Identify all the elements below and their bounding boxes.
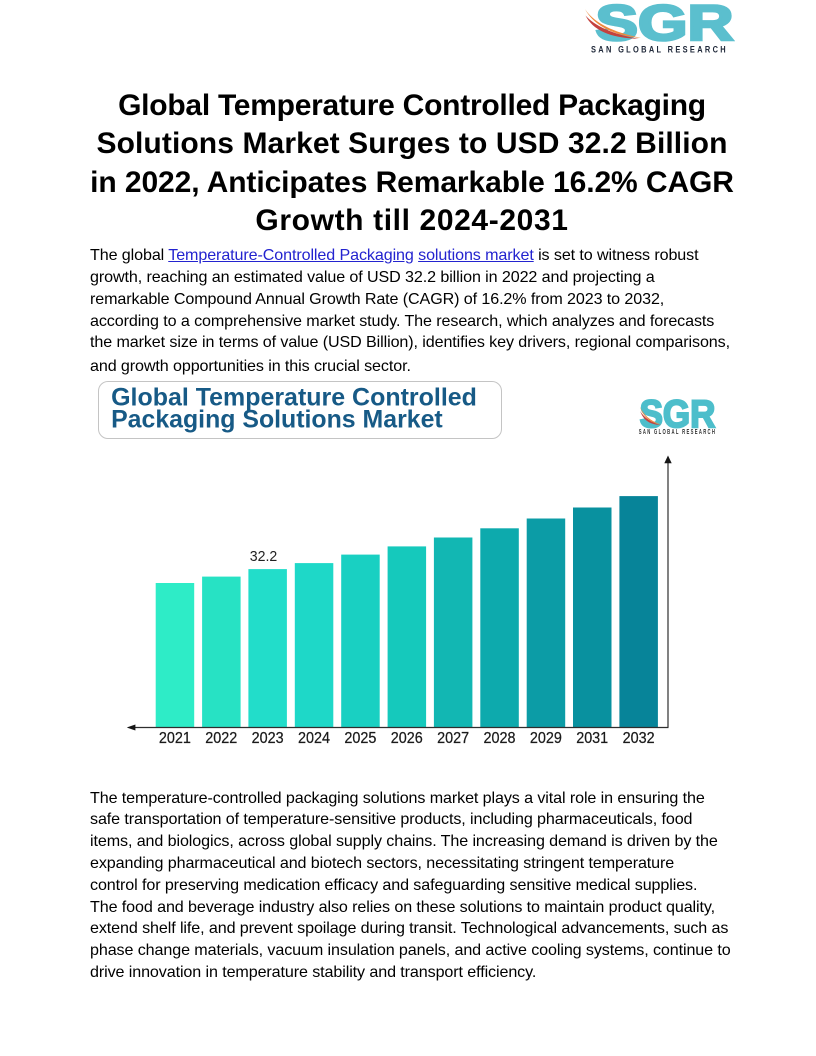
svg-text:SGR: SGR bbox=[640, 396, 716, 436]
svg-text:2031: 2031 bbox=[576, 730, 608, 747]
svg-text:2024: 2024 bbox=[298, 730, 330, 747]
svg-text:2027: 2027 bbox=[437, 730, 469, 747]
svg-text:2028: 2028 bbox=[484, 730, 516, 747]
svg-text:2032: 2032 bbox=[623, 730, 655, 747]
svg-text:SAN GLOBAL RESEARCH: SAN GLOBAL RESEARCH bbox=[591, 45, 728, 56]
svg-text:2021: 2021 bbox=[159, 730, 191, 747]
svg-text:2029: 2029 bbox=[530, 730, 562, 747]
svg-text:32.2: 32.2 bbox=[250, 548, 278, 565]
svg-text:Packaging Solutions Market: Packaging Solutions Market bbox=[111, 406, 443, 434]
svg-text:2025: 2025 bbox=[344, 730, 376, 747]
svg-text:2022: 2022 bbox=[205, 730, 237, 747]
svg-text:2023: 2023 bbox=[252, 730, 284, 747]
svg-text:SGR: SGR bbox=[596, 0, 734, 51]
svg-text:Global Temperature Controlled: Global Temperature Controlled bbox=[111, 384, 477, 412]
svg-text:2026: 2026 bbox=[391, 730, 423, 747]
svg-text:SAN GLOBAL RESEARCH: SAN GLOBAL RESEARCH bbox=[639, 428, 717, 436]
